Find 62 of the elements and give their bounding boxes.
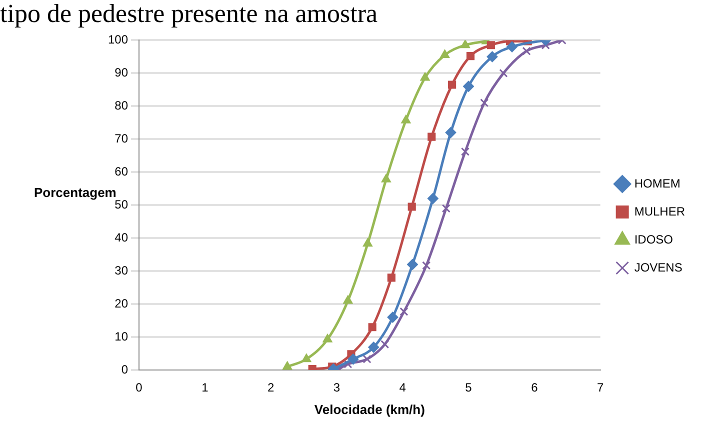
y-axis-title: Porcentagem [34,185,116,200]
point [344,360,352,368]
point [322,334,332,342]
x-tick-label: 3 [333,380,340,395]
y-tick-label: 100 [108,32,128,47]
point [362,354,372,364]
point [522,46,531,56]
point [362,238,373,247]
point [380,340,390,349]
point [460,40,470,48]
x-tick-label: 4 [399,380,406,395]
point [302,354,312,362]
point [442,204,450,213]
x-axis-title: Velocidade (km/h) [314,402,425,417]
point [440,50,450,58]
y-tick-label: 50 [114,197,128,212]
point [466,52,475,60]
point [400,307,408,316]
point [448,80,456,89]
point [486,41,495,50]
y-tick-label: 90 [114,65,128,80]
x-tick-label: 1 [202,380,209,395]
y-tick-label: 20 [114,296,128,310]
point [408,202,416,211]
point [407,258,418,270]
point [368,323,376,332]
point [427,193,438,204]
point [348,354,359,365]
point [401,114,411,124]
chart-title: tipo de pedestre presente na amostra [0,0,378,28]
x-tick-label: 7 [596,380,604,395]
y-tick-label: 60 [114,164,128,178]
x-tick-label: 2 [267,380,274,395]
point [387,274,396,282]
point [387,312,398,323]
point [445,127,456,138]
point [499,68,508,78]
point [381,174,391,182]
y-tick-label: 40 [114,230,128,244]
y-tick-label: 0 [121,362,128,376]
point [480,98,489,108]
legend-label: HOMEM [634,176,680,190]
x-tick-label: 0 [136,380,143,395]
y-tick-label: 30 [114,263,128,278]
point [506,41,518,52]
point [422,261,431,270]
point [486,51,498,62]
y-tick-label: 10 [114,329,128,344]
point [282,361,292,370]
point [368,342,380,353]
legend-label: MULHER [634,204,686,218]
legend-label: JOVENS [634,260,682,274]
point [428,132,436,141]
x-tick-label: 5 [465,380,472,395]
point [420,72,430,81]
legend-label: IDOSO [634,232,673,246]
x-tick-label: 6 [531,380,538,395]
y-tick-label: 80 [114,98,128,112]
point [343,295,353,304]
point [463,80,474,92]
point [460,147,470,156]
y-tick-label: 70 [114,131,128,146]
